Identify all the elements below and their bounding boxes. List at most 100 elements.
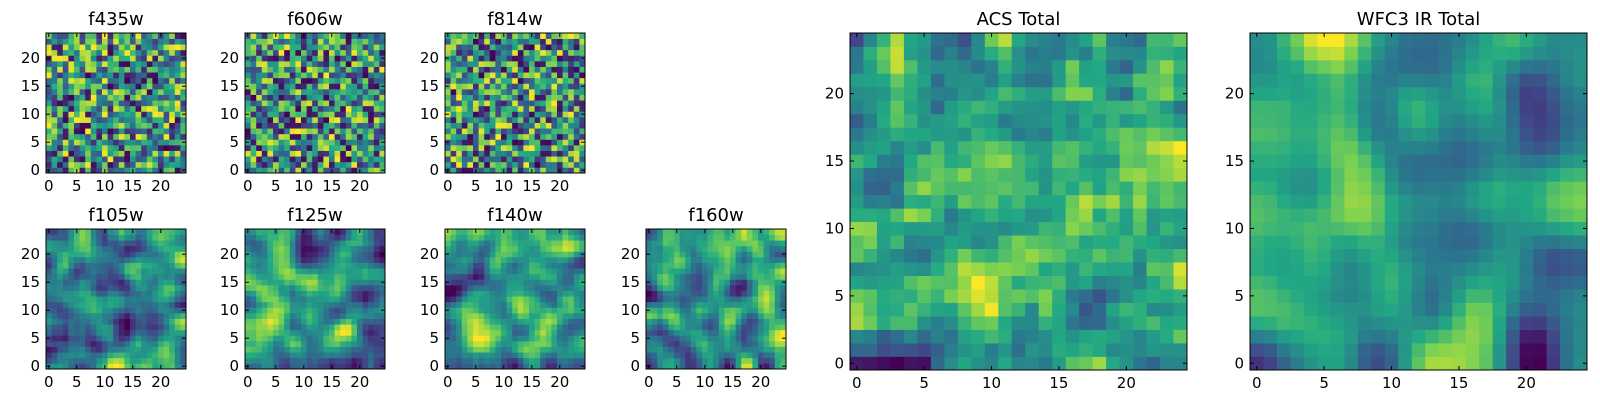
- heatmap-cell: [141, 156, 148, 163]
- heatmap-cell: [278, 352, 285, 359]
- heatmap-cell: [903, 154, 918, 169]
- heatmap-cell: [245, 341, 251, 347]
- heatmap-cell: [102, 105, 108, 112]
- heatmap-cell: [261, 251, 268, 258]
- heatmap-cell: [1133, 181, 1147, 196]
- heatmap-cell: [373, 44, 380, 51]
- heatmap-cell: [174, 161, 181, 168]
- heatmap-cell: [245, 313, 251, 319]
- heatmap-cell: [545, 279, 552, 286]
- heatmap-cell: [1173, 289, 1188, 303]
- heatmap-cell: [180, 296, 187, 303]
- heatmap-cell: [557, 133, 563, 140]
- heatmap-cell: [512, 229, 519, 235]
- heatmap-cell: [506, 363, 513, 370]
- heatmap-cell: [657, 346, 664, 353]
- heatmap-cell: [362, 66, 369, 73]
- heatmap-cell: [180, 100, 187, 107]
- heatmap-cell: [273, 117, 279, 123]
- heatmap-cell: [351, 61, 358, 67]
- heatmap-cell: [445, 301, 451, 308]
- heatmap-cell: [545, 352, 552, 359]
- heatmap-cell: [118, 279, 125, 286]
- heatmap-cell: [461, 229, 468, 235]
- heatmap-cell: [529, 150, 535, 157]
- heatmap-cell: [261, 139, 268, 146]
- heatmap-cell: [306, 33, 313, 39]
- heatmap-cell: [68, 49, 75, 56]
- heatmap-cell: [379, 318, 386, 325]
- heatmap-cell: [146, 341, 153, 347]
- heatmap-cell: [273, 352, 279, 359]
- heatmap-cell: [96, 324, 103, 331]
- heatmap-cell: [118, 273, 125, 280]
- heatmap-cell: [517, 72, 524, 79]
- heatmap-cell: [473, 357, 479, 364]
- heatmap-cell: [79, 290, 86, 297]
- heatmap-cell: [752, 273, 759, 280]
- heatmap-cell: [295, 77, 302, 84]
- heatmap-cell: [284, 77, 291, 84]
- heatmap-cell: [169, 139, 176, 146]
- heatmap-cell: [529, 318, 535, 325]
- heatmap-cell: [57, 105, 64, 112]
- heatmap-cell: [551, 307, 558, 314]
- heatmap-cell: [323, 285, 330, 291]
- heatmap-cell: [261, 61, 268, 67]
- heatmap-cell: [261, 268, 268, 275]
- heatmap-cell: [245, 352, 251, 359]
- heatmap-cell: [113, 296, 120, 303]
- heatmap-cell: [295, 122, 302, 129]
- heatmap-cell: [301, 44, 307, 51]
- heatmap-cell: [74, 268, 80, 275]
- heatmap-cell: [312, 61, 319, 67]
- heatmap-cell: [46, 346, 52, 353]
- heatmap-cell: [456, 44, 463, 51]
- heatmap-cell: [124, 245, 131, 252]
- heatmap-cell: [489, 89, 496, 95]
- heatmap-cell: [174, 33, 181, 39]
- heatmap-cell: [146, 285, 153, 291]
- heatmap-cell: [489, 313, 496, 319]
- heatmap-cell: [124, 296, 131, 303]
- heatmap-cell: [102, 273, 108, 280]
- heatmap-cell: [489, 346, 496, 353]
- heatmap-cell: [501, 296, 507, 303]
- heatmap-cell: [456, 341, 463, 347]
- heatmap-cell: [312, 285, 319, 291]
- heatmap-cell: [323, 234, 330, 241]
- heatmap-cell: [329, 262, 335, 269]
- heatmap-cell: [461, 100, 468, 107]
- heatmap-cell: [174, 72, 181, 79]
- heatmap-cell: [169, 257, 176, 263]
- heatmap-cell: [568, 273, 575, 280]
- heatmap-cell: [96, 167, 103, 174]
- heatmap-cell: [51, 279, 58, 286]
- heatmap-cell: [495, 72, 502, 79]
- heatmap-cell: [1065, 343, 1080, 357]
- heatmap-cell: [540, 117, 547, 123]
- heatmap-cell: [450, 268, 457, 275]
- heatmap-cell: [357, 117, 363, 123]
- heatmap-cell: [96, 156, 103, 163]
- heatmap-cell: [517, 122, 524, 129]
- heatmap-cell: [529, 324, 535, 331]
- heatmap-cell: [102, 139, 108, 146]
- heatmap-cell: [51, 313, 58, 319]
- heatmap-cell: [1106, 275, 1120, 290]
- heatmap-cell: [774, 285, 781, 291]
- heatmap-cell: [501, 105, 507, 112]
- heatmap-cell: [62, 352, 69, 359]
- heatmap-cell: [506, 49, 513, 56]
- heatmap-cell: [730, 318, 736, 325]
- heatmap-cell: [752, 346, 759, 353]
- heatmap-cell: [540, 285, 547, 291]
- heatmap-cell: [261, 262, 268, 269]
- heatmap-cell: [74, 55, 80, 62]
- heatmap-cell: [51, 307, 58, 314]
- heatmap-cell: [379, 234, 386, 241]
- heatmap-cell: [152, 33, 159, 39]
- heatmap-cell: [345, 268, 352, 275]
- heatmap-cell: [357, 38, 363, 45]
- heatmap-cell: [74, 290, 80, 297]
